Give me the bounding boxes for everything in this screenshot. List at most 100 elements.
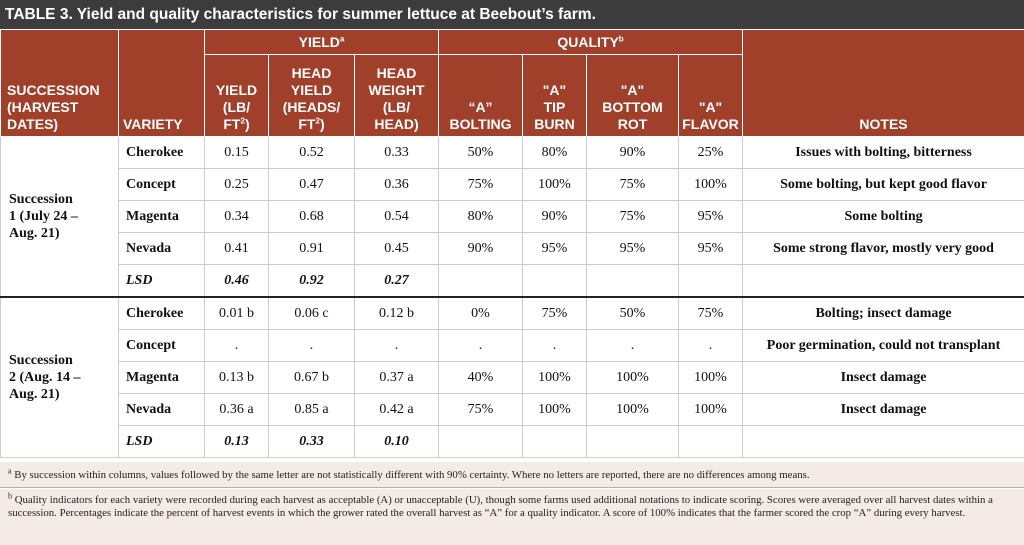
head-yield-cell: 0.52 <box>268 136 355 169</box>
lsd-row: LSD 0.46 0.92 0.27 <box>1 264 1024 298</box>
tip-burn-cell: 100% <box>522 361 587 394</box>
head-weight-cell: 0.33 <box>354 136 439 169</box>
tip-burn-cell: 80% <box>522 136 587 169</box>
bottom-rot-cell: 75% <box>586 200 679 233</box>
yield-header: YIELD (LB/FT2) <box>204 54 269 137</box>
notes-header: NOTES <box>742 29 1024 137</box>
empty-cell <box>742 264 1024 298</box>
table-row: Nevada 0.41 0.91 0.45 90% 95% 95% 95% So… <box>1 232 1024 265</box>
flavor-cell: 75% <box>677 296 744 330</box>
lsd-head-weight: 0.27 <box>354 264 439 298</box>
head-yield-cell: 0.68 <box>268 200 355 233</box>
bolting-cell: 75% <box>438 393 523 426</box>
table-row: Succession 2 (Aug. 14 – Aug. 21) Cherokee … <box>0 296 1024 458</box>
table-row: Succession 1 (July 24 – Aug. 21) Cherokee … <box>0 136 1024 298</box>
head-yield-cell: 0.06 c <box>268 296 355 330</box>
bolting-cell: 40% <box>438 361 523 394</box>
variety-cell: Cherokee <box>118 296 205 330</box>
variety-cell: Magenta <box>118 361 205 394</box>
lsd-row: LSD 0.13 0.33 0.10 <box>1 425 1024 458</box>
tip-burn-cell: 75% <box>522 296 587 330</box>
notes-cell: Insect damage <box>742 361 1024 394</box>
flavor-cell: 100% <box>677 393 744 426</box>
head-yield-header: HEAD YIELD (HEADS/FT2) <box>268 54 355 137</box>
bolting-cell: . <box>438 329 523 362</box>
empty-cell <box>586 425 679 458</box>
notes-cell: Insect damage <box>742 393 1024 426</box>
tip-burn-cell: 95% <box>522 232 587 265</box>
bottom-rot-cell: 75% <box>586 168 679 201</box>
head-weight-cell: 0.37 a <box>354 361 439 394</box>
empty-cell <box>677 425 744 458</box>
succession-label: Succession 1 (July 24 – Aug. 21) <box>0 136 119 298</box>
lsd-head-weight: 0.10 <box>354 425 439 458</box>
tip-burn-cell: . <box>522 329 587 362</box>
head-yield-cell: 0.85 a <box>268 393 355 426</box>
notes-cell: Poor germination, could not transplant <box>742 329 1024 362</box>
table-row: Concept 0.25 0.47 0.36 75% 100% 75% 100%… <box>1 168 1024 201</box>
empty-cell <box>677 264 744 298</box>
bolting-cell: 50% <box>438 136 523 169</box>
empty-cell <box>586 264 679 298</box>
notes-cell: Bolting; insect damage <box>742 296 1024 330</box>
bottom-rot-cell: 50% <box>586 296 679 330</box>
succession-header: SUCCESSION (HARVEST DATES) <box>0 29 119 137</box>
bottom-rot-header: "A" BOTTOM ROT <box>586 54 679 137</box>
head-weight-cell: 0.12 b <box>354 296 439 330</box>
lsd-label: LSD <box>118 264 205 298</box>
tip-burn-cell: 100% <box>522 393 587 426</box>
bolting-cell: 75% <box>438 168 523 201</box>
variety-cell: Concept <box>118 168 205 201</box>
quality-group-header: QUALITYb <box>437 29 744 55</box>
bottom-rot-cell: 100% <box>586 393 679 426</box>
variety-cell: Nevada <box>118 393 205 426</box>
bottom-rot-cell: 95% <box>586 232 679 265</box>
head-weight-cell: 0.54 <box>354 200 439 233</box>
table-row: Concept . . . . . . . Poor germination, … <box>1 329 1024 362</box>
yield-cell: 0.13 b <box>204 361 269 394</box>
lsd-head-yield: 0.92 <box>268 264 355 298</box>
yield-quality-table: SUCCESSION (HARVEST DATES) VARIETY YIELD… <box>0 29 1024 458</box>
bottom-rot-cell: 90% <box>586 136 679 169</box>
notes-cell: Issues with bolting, bitterness <box>742 136 1024 169</box>
footnote-b: b Quality indicators for each variety we… <box>0 489 1024 545</box>
variety-cell: Magenta <box>118 200 205 233</box>
lsd-label: LSD <box>118 425 205 458</box>
flavor-cell: . <box>677 329 744 362</box>
empty-cell <box>438 425 523 458</box>
yield-cell: 0.15 <box>204 136 269 169</box>
head-weight-cell: 0.42 a <box>354 393 439 426</box>
bolting-cell: 0% <box>438 296 523 330</box>
head-weight-cell: 0.36 <box>354 168 439 201</box>
lsd-yield: 0.46 <box>204 264 269 298</box>
bottom-rot-cell: . <box>586 329 679 362</box>
yield-cell: 0.34 <box>204 200 269 233</box>
flavor-cell: 95% <box>677 200 744 233</box>
variety-cell: Cherokee <box>118 136 205 169</box>
empty-cell <box>522 425 587 458</box>
flavor-cell: 100% <box>677 361 744 394</box>
variety-cell: Nevada <box>118 232 205 265</box>
succession-label: Succession 2 (Aug. 14 – Aug. 21) <box>0 296 119 458</box>
head-weight-cell: . <box>354 329 439 362</box>
table-row: Nevada 0.36 a 0.85 a 0.42 a 75% 100% 100… <box>1 393 1024 426</box>
empty-cell <box>742 425 1024 458</box>
bottom-rot-cell: 100% <box>586 361 679 394</box>
yield-cell: 0.36 a <box>204 393 269 426</box>
bolting-cell: 80% <box>438 200 523 233</box>
bolting-header: “A” BOLTING <box>438 54 523 137</box>
table-row: Magenta 0.13 b 0.67 b 0.37 a 40% 100% 10… <box>1 361 1024 394</box>
tip-burn-cell: 100% <box>522 168 587 201</box>
head-weight-header: HEAD WEIGHT (LB/HEAD) <box>354 54 439 137</box>
lsd-yield: 0.13 <box>204 425 269 458</box>
flavor-cell: 95% <box>677 232 744 265</box>
yield-group-header: YIELDa <box>204 29 439 55</box>
footnote-a: a By succession within columns, values f… <box>0 462 1024 488</box>
head-weight-cell: 0.45 <box>354 232 439 265</box>
table-row: Magenta 0.34 0.68 0.54 80% 90% 75% 95% S… <box>1 200 1024 233</box>
notes-cell: Some bolting, but kept good flavor <box>742 168 1024 201</box>
table-body: Succession 1 (July 24 – Aug. 21) Cherokee … <box>0 136 1024 458</box>
tip-burn-cell: 90% <box>522 200 587 233</box>
empty-cell <box>522 264 587 298</box>
flavor-cell: 100% <box>677 168 744 201</box>
